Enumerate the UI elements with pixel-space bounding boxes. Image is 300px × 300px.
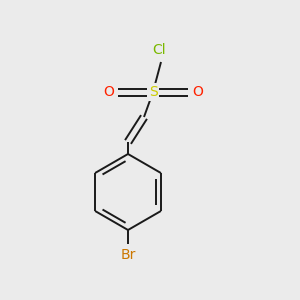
Text: Br: Br xyxy=(120,248,136,262)
Text: O: O xyxy=(103,85,114,99)
Text: O: O xyxy=(192,85,203,99)
Text: S: S xyxy=(148,85,158,99)
Text: Cl: Cl xyxy=(152,43,166,57)
